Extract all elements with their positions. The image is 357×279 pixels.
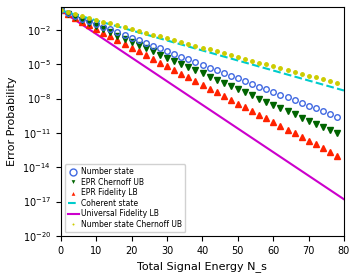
- Y-axis label: Error Probability: Error Probability: [7, 77, 17, 166]
- X-axis label: Total Signal Energy N_s: Total Signal Energy N_s: [137, 261, 267, 272]
- Legend: Number state, EPR Chernoff UB, EPR Fidelity LB, Coherent state, Universal Fideli: Number state, EPR Chernoff UB, EPR Fidel…: [65, 164, 185, 232]
